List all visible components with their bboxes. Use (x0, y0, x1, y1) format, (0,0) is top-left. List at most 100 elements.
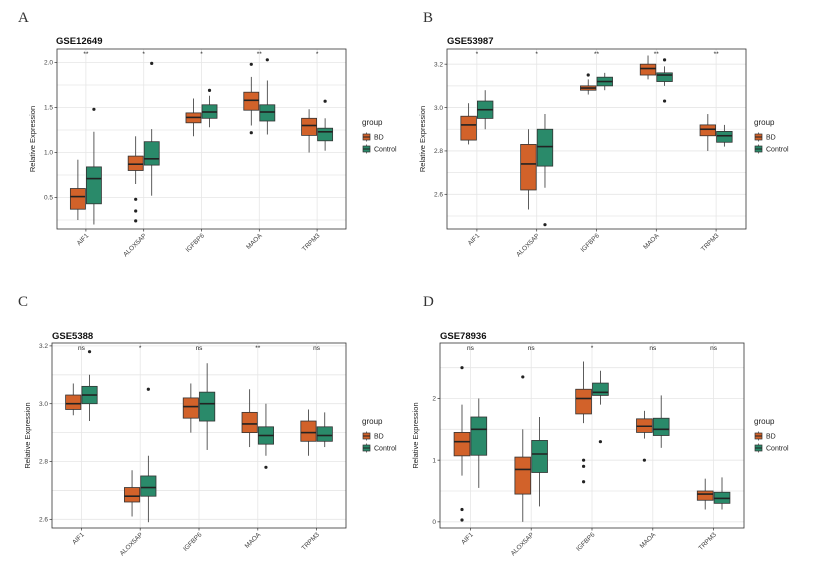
x-tick-label: MAOA (642, 232, 661, 251)
box-control-aif1 (86, 107, 102, 225)
box-control-aif1 (476, 90, 494, 130)
box-body (317, 127, 334, 142)
significance-label: * (200, 51, 203, 58)
outlier-point (207, 88, 212, 92)
x-tick-label: AIF1 (71, 531, 86, 546)
legend-key-bd (362, 132, 371, 142)
panel-title: GSE12649 (56, 36, 102, 47)
box-bd-aif1 (460, 103, 477, 145)
outlier-point (662, 99, 667, 103)
legend: group BD Control (362, 417, 397, 453)
legend-label: BD (374, 434, 384, 441)
box-body (699, 124, 717, 137)
legend: group BD Control (754, 417, 789, 453)
x-tick-label: ALOX5AP (510, 531, 536, 557)
legend-key-control (362, 144, 371, 154)
y-tick-label: 2.0 (44, 60, 53, 67)
y-tick-label: 2.6 (39, 517, 48, 524)
panel-letter: D (423, 294, 434, 310)
panel-title: GSE78936 (440, 331, 486, 342)
significance-label: ** (83, 51, 89, 58)
box-body (243, 91, 260, 111)
legend-label: BD (766, 135, 776, 142)
legend-title: group (362, 417, 383, 426)
y-tick-label: 0 (432, 519, 436, 526)
outlier-point (662, 58, 667, 62)
box-body (592, 382, 609, 396)
x-tick-label: AIF1 (460, 531, 475, 546)
x-tick-label: IGFBP6 (580, 232, 602, 254)
panel-b: B GSE53987 2.6 2.8 3.0 3.2 Relative Expression… (418, 10, 747, 258)
box-control-maoa (652, 395, 670, 448)
panel-c: C GSE5388 2.6 2.8 3.0 3.2 Relative Expression A… (18, 294, 347, 557)
outlier-point (460, 518, 464, 522)
outlier-point (249, 131, 253, 135)
significance-label: ns (78, 345, 86, 352)
box-body (182, 397, 199, 419)
box-body (241, 411, 258, 434)
panel-d: D GSE78936 0 1 2 Relative Expression AIF1 ALOX5… (411, 294, 745, 557)
y-tick-label: 3.2 (39, 343, 48, 350)
box-control-igfbp6 (596, 72, 613, 91)
box-body (639, 63, 657, 76)
box-control-trpm3 (713, 477, 731, 510)
y-axis-label: Relative Expression (28, 106, 37, 172)
box-control-igfbp6 (592, 370, 609, 444)
legend-label: BD (766, 434, 776, 441)
box-bd-igfbp6 (575, 361, 592, 484)
x-tick-label: AIF1 (76, 232, 91, 247)
x-tick-label: MAOA (639, 531, 658, 550)
panel-letter: C (18, 294, 28, 310)
significance-label: ns (528, 345, 536, 352)
box-body (143, 141, 160, 166)
outlier-point (134, 197, 138, 201)
outlier-point (92, 107, 96, 111)
x-tick-label: TRPM3 (301, 232, 322, 253)
box-bd-trpm3 (300, 409, 317, 456)
legend-label: Control (766, 446, 789, 453)
legend-label: BD (374, 135, 384, 142)
box-control-trpm3 (317, 99, 334, 151)
y-tick-label: 2.8 (39, 459, 48, 466)
box-body (69, 188, 86, 210)
box-bd-alox5ap (127, 136, 144, 223)
x-tick-label: MAOA (244, 531, 263, 550)
box-bd-maoa (243, 62, 260, 135)
box-bd-aif1 (453, 366, 471, 522)
box-body (124, 487, 141, 503)
box-body (716, 131, 733, 143)
box-body (65, 394, 82, 410)
significance-label: * (535, 51, 538, 58)
y-tick-label: 0.5 (44, 195, 53, 202)
outlier-point (521, 375, 525, 379)
box-body (696, 490, 714, 501)
legend-title: group (362, 118, 383, 127)
box-bd-trpm3 (301, 109, 317, 153)
y-tick-label: 3.0 (39, 401, 48, 408)
y-tick-label: 1.0 (44, 150, 53, 157)
y-tick-label: 1 (432, 457, 436, 464)
significance-label: * (139, 345, 142, 352)
y-tick-label: 3.2 (434, 61, 443, 68)
legend-key-control (754, 443, 763, 453)
significance-label: ns (467, 345, 475, 352)
significance-label: ns (649, 345, 657, 352)
x-tick-label: IGFBP6 (185, 232, 207, 254)
box-control-maoa (656, 58, 673, 103)
legend: group BD Control (362, 118, 397, 154)
y-axis-label: Relative Expression (23, 402, 32, 468)
box-control-trpm3 (716, 124, 733, 147)
x-tick-label: MAOA (245, 232, 264, 251)
box-bd-maoa (636, 410, 653, 462)
x-tick-label: IGFBP6 (182, 531, 204, 553)
legend-key-control (754, 144, 763, 154)
panel-letter: B (423, 10, 433, 26)
legend-title: group (754, 118, 775, 127)
box-control-alox5ap (531, 417, 548, 507)
box-body (575, 388, 592, 415)
significance-label: ** (714, 51, 720, 58)
significance-label: ** (654, 51, 660, 58)
significance-label: * (476, 51, 479, 58)
legend-key-bd (362, 431, 371, 441)
box-body (536, 128, 554, 167)
